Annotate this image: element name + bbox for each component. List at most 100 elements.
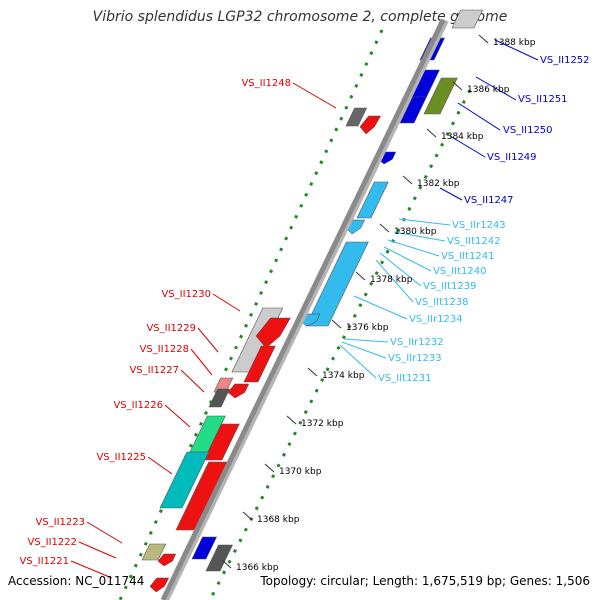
kbp-label: 1382 kbp — [417, 179, 460, 189]
rna-label: VS_IIr1243 — [452, 220, 506, 231]
gene-block-red — [243, 345, 276, 383]
gene-label: VS_II1227 — [129, 365, 179, 376]
leader-line — [353, 295, 408, 320]
leader-line — [375, 259, 414, 303]
kbp-tick — [355, 271, 366, 281]
kbp-label: 1372 kbp — [301, 419, 344, 429]
leader-line — [292, 82, 337, 109]
kbp-tick — [286, 415, 297, 425]
gene-arrow-red — [227, 383, 250, 399]
gene-block-grey — [345, 107, 368, 127]
gene-label: VS_II1250 — [503, 125, 553, 136]
accession-text: Accession: NC_011744 — [8, 574, 145, 588]
gene-label: VS_II1223 — [35, 517, 85, 528]
gene-label: VS_II1247 — [464, 195, 514, 206]
kbp-tick — [307, 367, 318, 377]
rna-block-cyan — [305, 241, 369, 327]
gene-label: VS_II1230 — [161, 289, 211, 300]
backbone-line — [160, 18, 446, 600]
leader-line — [70, 560, 113, 579]
gene-arrow-red — [359, 115, 382, 135]
label-leader-lines — [70, 39, 539, 579]
gene-block-red — [203, 423, 240, 461]
leader-line — [343, 338, 389, 343]
gene-label: VS_II1228 — [139, 344, 189, 355]
kbp-label: 1376 kbp — [346, 323, 389, 333]
label-layer: 1388 kbp 1386 kbp 1384 kbp 1382 kbp 1380 kbp… — [19, 34, 590, 573]
gene-block-blue — [399, 96, 427, 124]
gene-block-olive — [423, 77, 458, 115]
kbp-tick — [379, 223, 390, 233]
dotted-track — [118, 29, 472, 600]
leader-line — [180, 369, 205, 393]
kbp-label: 1380 kbp — [394, 227, 437, 237]
gene-arrow-red — [149, 577, 170, 593]
kbp-label: 1368 kbp — [257, 515, 300, 525]
leader-line — [398, 218, 451, 226]
gene-block-khaki — [141, 543, 167, 561]
gene-label: VS_II1248 — [241, 78, 291, 89]
kbp-label: 1370 kbp — [279, 467, 322, 477]
rna-block-cyan — [356, 181, 389, 219]
kbp-label: 1386 kbp — [467, 85, 510, 95]
kbp-label: 1378 kbp — [370, 275, 413, 285]
gene-label: VS_II1221 — [19, 556, 69, 567]
page-title: Vibrio splendidus LGP32 chromosome 2, co… — [92, 9, 508, 25]
topology-text: Topology: circular; Length: 1,675,519 bp… — [260, 574, 590, 588]
kbp-label: 1388 kbp — [493, 38, 536, 48]
gene-label: VS_II1251 — [518, 94, 568, 105]
leader-line — [190, 348, 213, 376]
rna-label: VS_IIt1241 — [441, 251, 494, 262]
kbp-tick — [402, 175, 413, 185]
leader-line — [475, 76, 517, 101]
gene-block-grey — [205, 544, 233, 572]
leader-line — [212, 293, 241, 312]
kbp-label: 1366 kbp — [236, 563, 279, 573]
rna-label: VS_IIr1233 — [388, 353, 442, 364]
gene-block-blue — [191, 536, 218, 560]
kbp-tick — [452, 81, 463, 91]
kbp-tick — [242, 511, 253, 521]
leader-line — [449, 135, 486, 158]
rna-label: VS_IIt1242 — [447, 236, 500, 247]
gene-arrow-red — [255, 317, 291, 349]
leader-line — [494, 39, 539, 61]
gene-label: VS_II1229 — [146, 323, 196, 334]
leader-line — [341, 341, 387, 359]
leader-line — [86, 521, 123, 544]
rna-label: VS_IIr1232 — [390, 337, 444, 348]
gene-label: VS_II1252 — [540, 55, 590, 66]
leader-line — [439, 187, 463, 201]
gene-block-teal — [159, 451, 210, 509]
rna-label: VS_IIt1238 — [415, 297, 468, 308]
kbp-tick — [221, 559, 232, 569]
rna-label: VS_IIt1240 — [433, 266, 486, 277]
leader-line — [164, 404, 191, 428]
leader-line — [197, 327, 219, 353]
gene-label: VS_II1249 — [487, 152, 537, 163]
kbp-tick — [331, 319, 342, 329]
gene-label: VS_II1225 — [96, 452, 146, 463]
leader-line — [457, 102, 501, 131]
rna-label: VS_IIt1231 — [378, 373, 431, 384]
gene-block-grey — [208, 388, 231, 408]
kbp-tick — [478, 34, 489, 44]
rna-label: VS_IIr1234 — [409, 314, 463, 325]
leader-line — [387, 239, 440, 257]
kbp-label: 1384 kbp — [441, 132, 484, 142]
leader-line — [339, 344, 377, 379]
rna-label: VS_IIt1239 — [423, 281, 476, 292]
gene-label: VS_II1226 — [113, 400, 163, 411]
dotted-track-outer — [118, 29, 384, 600]
leader-line — [379, 252, 422, 287]
gene-block-grey — [451, 9, 484, 29]
feature-layer — [141, 9, 484, 593]
kbp-tick — [264, 463, 275, 473]
kbp-label: 1374 kbp — [322, 371, 365, 381]
gene-label: VS_II1222 — [27, 537, 77, 548]
leader-line — [147, 456, 173, 475]
chromosome-backbone — [160, 18, 449, 600]
leader-line — [78, 541, 117, 559]
kbp-tick — [426, 128, 437, 138]
